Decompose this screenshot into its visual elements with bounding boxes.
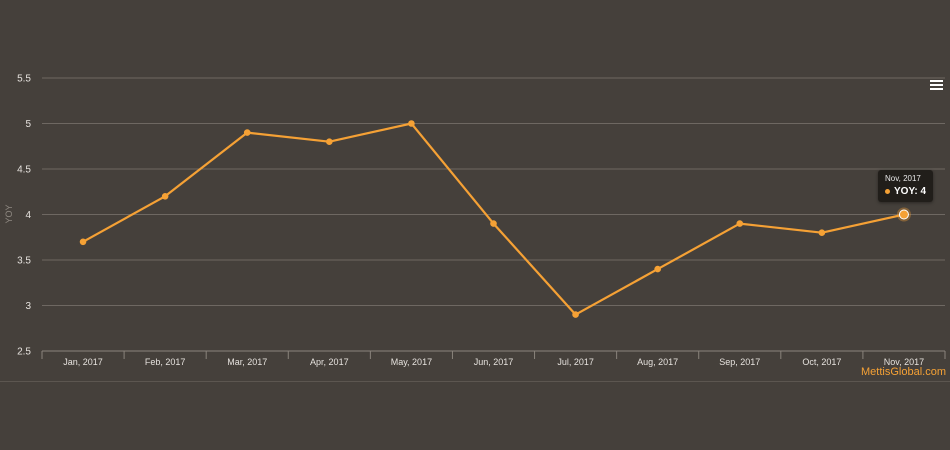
x-tick-label: Oct, 2017 — [802, 357, 841, 367]
data-point[interactable] — [490, 220, 497, 227]
x-tick-label: May, 2017 — [391, 357, 432, 367]
series-group — [79, 120, 911, 318]
data-point[interactable] — [654, 265, 661, 273]
x-tick-label: Feb, 2017 — [145, 357, 186, 367]
y-tick-label: 4.5 — [17, 165, 31, 176]
y-axis-ticks: 2.5 3 3.5 4 4.5 5 5.5 — [17, 74, 31, 358]
x-tick-label: Sep, 2017 — [719, 357, 760, 367]
series-line — [82, 122, 905, 316]
tooltip-row: YOY: 4 — [885, 186, 926, 197]
hamburger-menu-icon-bar — [930, 88, 943, 90]
grid-lines — [42, 77, 945, 306]
tooltip-header: Nov, 2017 — [885, 174, 921, 183]
x-tick-label: Jun, 2017 — [474, 357, 514, 367]
x-tick-label: Mar, 2017 — [227, 357, 267, 367]
hamburger-menu-icon — [930, 80, 943, 82]
data-point[interactable] — [326, 138, 333, 145]
x-tick-label: Apr, 2017 — [310, 357, 349, 367]
data-point-hovered[interactable] — [898, 209, 909, 220]
data-point[interactable] — [736, 220, 744, 227]
data-point[interactable] — [161, 193, 169, 200]
y-tick-label: 2.5 — [17, 347, 31, 358]
bottom-divider — [0, 381, 950, 382]
hamburger-menu-icon-bar — [930, 84, 943, 86]
y-tick-label: 4 — [25, 210, 31, 221]
credits-link[interactable]: MettisGlobal.com — [861, 366, 946, 378]
chart-menu-button[interactable] — [929, 78, 945, 94]
data-point[interactable] — [79, 238, 87, 246]
data-point[interactable] — [408, 120, 415, 127]
y-tick-label: 5 — [25, 119, 31, 130]
x-tick-label: Jan, 2017 — [63, 357, 103, 367]
tooltip: Nov, 2017 YOY: 4 — [878, 170, 934, 202]
data-point[interactable] — [572, 311, 579, 318]
x-axis — [41, 350, 946, 359]
tooltip-series-dot — [885, 189, 890, 194]
x-tick-label: Nov, 2017 — [884, 357, 924, 367]
x-axis-ticks: Jan, 2017 Feb, 2017 Mar, 2017 Apr, 2017 May,… — [63, 357, 924, 367]
tooltip-value: YOY: 4 — [894, 186, 927, 197]
data-point[interactable] — [243, 129, 251, 136]
y-tick-label: 5.5 — [17, 74, 31, 85]
y-tick-label: 3.5 — [17, 256, 31, 267]
y-tick-label: 3 — [25, 301, 31, 312]
y-axis-title: YOY — [4, 204, 14, 223]
x-tick-label: Aug, 2017 — [637, 357, 678, 367]
x-tick-label: Jul, 2017 — [557, 357, 594, 367]
data-point[interactable] — [818, 229, 826, 236]
